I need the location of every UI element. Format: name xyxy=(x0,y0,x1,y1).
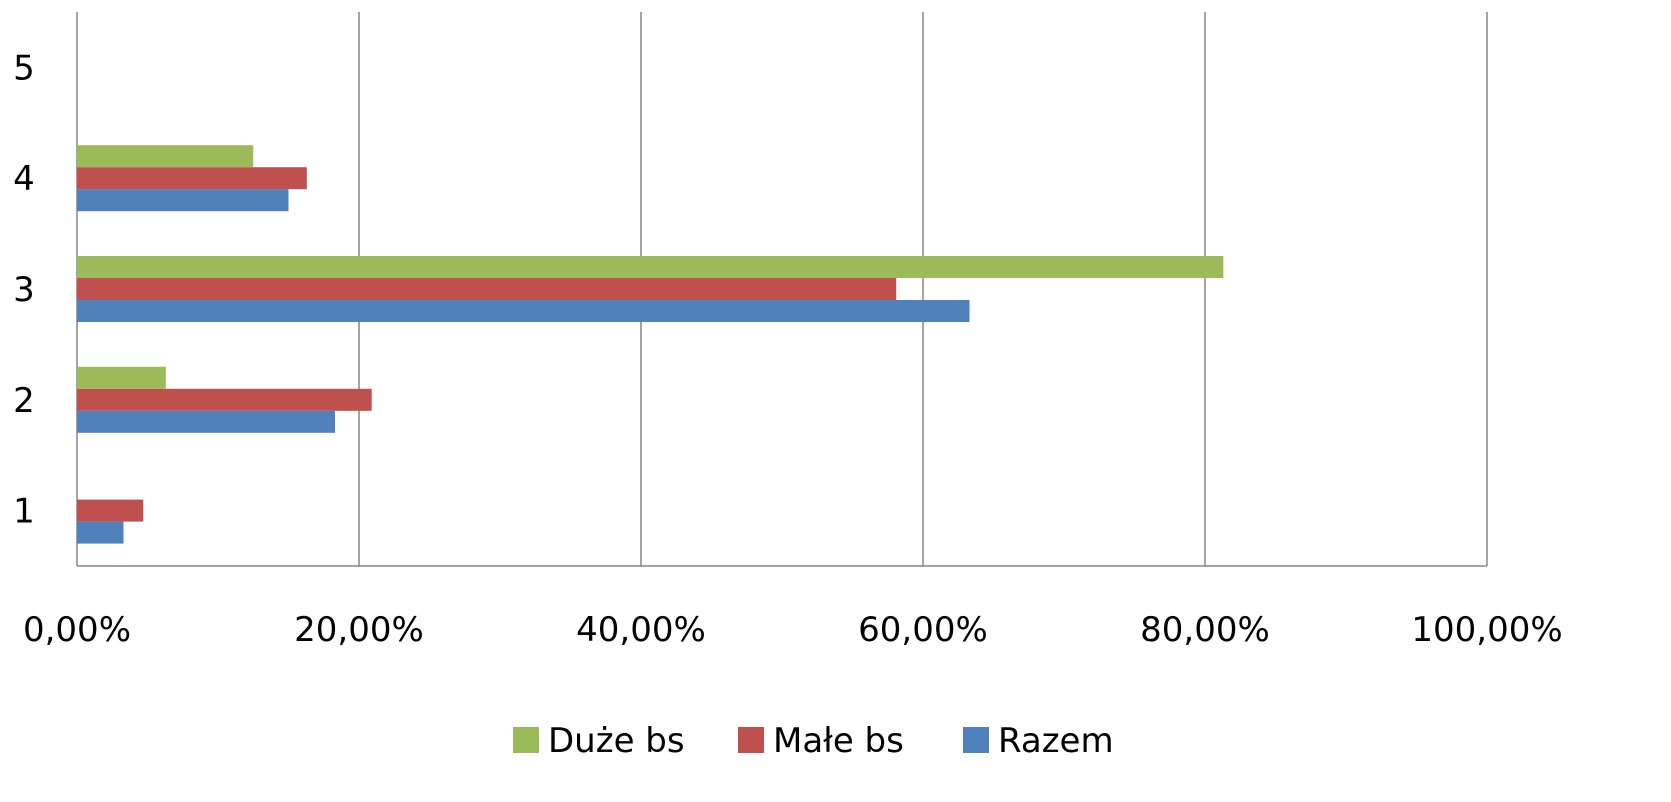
legend-label: Duże bs xyxy=(548,721,685,761)
bar-duże-bs xyxy=(77,145,254,168)
legend: Duże bs Małe bs Razem xyxy=(513,721,1114,761)
bar-małe-bs xyxy=(77,278,897,300)
x-tick-label: 20,00% xyxy=(294,610,424,650)
legend-swatch xyxy=(513,727,539,753)
y-tick-label: 1 xyxy=(13,492,35,532)
x-tick-label: 60,00% xyxy=(858,610,988,650)
bar-razem xyxy=(77,410,336,433)
legend-swatch xyxy=(738,727,764,753)
y-tick-label: 3 xyxy=(13,270,35,310)
bar-duże-bs xyxy=(77,256,1224,278)
y-tick-label: 4 xyxy=(13,159,35,199)
x-tick-label: 80,00% xyxy=(1140,610,1270,650)
bar-małe-bs xyxy=(77,499,144,522)
gridlines xyxy=(358,12,1488,566)
legend-swatch xyxy=(963,727,989,753)
bar-razem xyxy=(77,189,289,212)
y-tick-label: 2 xyxy=(13,381,35,421)
legend-label: Razem xyxy=(998,721,1114,761)
x-tick-label: 100,00% xyxy=(1411,610,1562,650)
x-tick-label: 40,00% xyxy=(576,610,706,650)
bar-duże-bs xyxy=(77,366,166,389)
x-tick-labels: 0,00% 20,00% 40,00% 60,00% 80,00% 100,00% xyxy=(23,610,1563,650)
bar-małe-bs xyxy=(77,388,372,411)
bar-małe-bs xyxy=(77,167,307,190)
x-tick-label: 0,00% xyxy=(23,610,131,650)
legend-label: Małe bs xyxy=(773,721,904,761)
bars xyxy=(77,145,1224,544)
y-tick-labels: 1 2 3 4 5 xyxy=(13,48,35,531)
y-tick-label: 5 xyxy=(13,48,35,88)
bar-razem xyxy=(77,300,970,322)
bar-razem xyxy=(77,521,124,544)
